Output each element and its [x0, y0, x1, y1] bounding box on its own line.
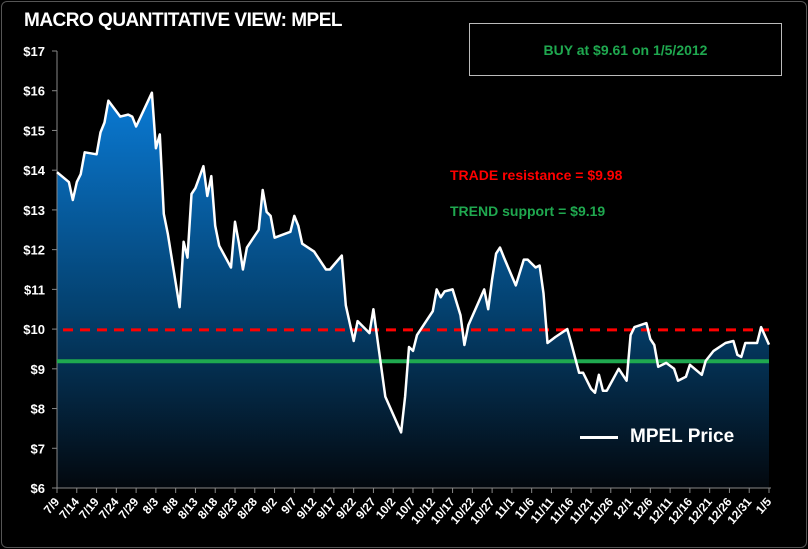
support-label: TREND support = $9.19: [450, 203, 606, 219]
x-tick-label: 9/12: [294, 495, 320, 522]
x-tick-label: 10/2: [373, 495, 399, 522]
x-tick-label: 9/27: [353, 495, 379, 522]
y-tick-label: $9: [31, 362, 45, 377]
legend: MPEL Price: [580, 426, 734, 448]
x-tick-label: 1/5: [753, 495, 775, 517]
signal-text: BUY at $9.61 on 1/5/2012: [543, 41, 708, 58]
x-tick-label: 7/14: [56, 495, 82, 522]
chart-title: MACRO QUANTITATIVE VIEW: MPEL: [24, 10, 343, 31]
y-tick-label: $10: [23, 322, 45, 337]
price-line: [56, 91, 771, 434]
y-tick-label: $14: [23, 163, 45, 178]
x-tick-label: 8/28: [234, 495, 260, 522]
y-tick-label: $11: [24, 282, 45, 297]
y-tick-label: $7: [31, 441, 45, 456]
x-tick-label: 7/24: [96, 495, 122, 522]
x-tick-label: 7/29: [116, 495, 142, 522]
legend-label: MPEL Price: [630, 426, 735, 447]
x-tick-label: 8/18: [195, 495, 221, 522]
y-tick-label: $15: [23, 123, 45, 138]
x-tick-label: 11/1: [492, 495, 518, 522]
x-tick-label: 9/17: [313, 495, 339, 522]
signal-box: BUY at $9.61 on 1/5/2012: [469, 23, 782, 76]
y-tick-label: $12: [23, 243, 45, 258]
x-tick-label: 7/19: [76, 495, 102, 522]
x-tick-label: 8/23: [215, 495, 241, 522]
y-tick-label: $13: [23, 203, 45, 218]
resistance-label: TRADE resistance = $9.98: [450, 167, 623, 183]
x-tick-label: 9/2: [258, 495, 280, 517]
x-tick-label: 8/13: [175, 495, 201, 522]
legend-swatch: [580, 435, 618, 439]
x-tick-label: 12/1: [610, 495, 636, 522]
y-tick-label: $16: [23, 84, 45, 99]
y-tick-label: $17: [23, 44, 45, 59]
x-tick-label: 8/3: [140, 495, 162, 517]
y-tick-label: $8: [31, 402, 45, 417]
y-tick-label: $6: [31, 481, 45, 496]
x-tick-label: 9/22: [333, 495, 359, 522]
